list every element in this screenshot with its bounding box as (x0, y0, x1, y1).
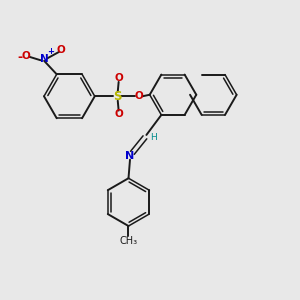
Text: S: S (113, 90, 122, 103)
Text: CH₃: CH₃ (119, 236, 138, 246)
Text: N: N (125, 151, 135, 161)
Text: O: O (114, 73, 123, 83)
Text: -: - (17, 51, 22, 64)
Text: N: N (40, 54, 49, 64)
Text: H: H (150, 134, 157, 142)
Text: O: O (22, 51, 31, 62)
Text: O: O (56, 45, 65, 56)
Text: O: O (114, 109, 123, 119)
Text: +: + (47, 47, 54, 56)
Text: O: O (134, 91, 143, 101)
